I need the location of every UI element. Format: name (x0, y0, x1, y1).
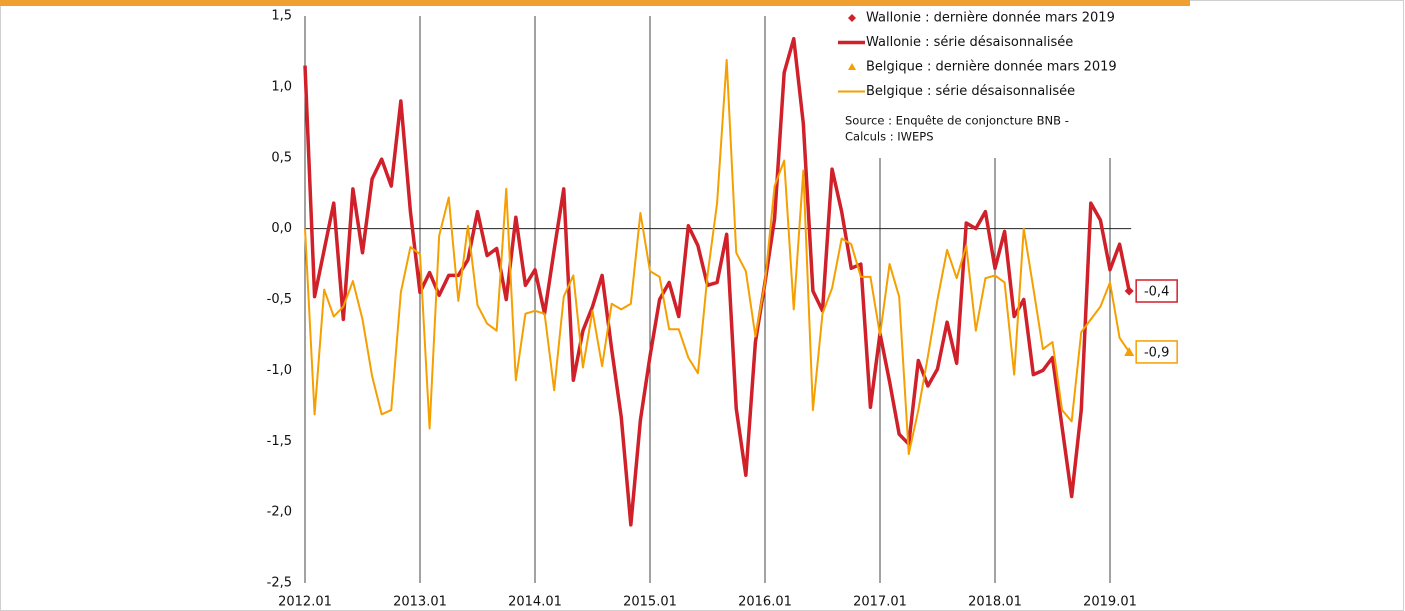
value-label-box (1135, 279, 1178, 303)
legend-symbol (848, 14, 856, 22)
value-label: -0,4 (1144, 284, 1169, 299)
x-tick-label: 2017.01 (853, 595, 907, 610)
y-tick-label: -1,5 (267, 434, 292, 449)
x-tick-label: 2013.01 (393, 595, 447, 610)
last-point (1124, 286, 1134, 296)
y-tick-label: -2,0 (267, 505, 292, 520)
y-tick-label: 0,5 (271, 150, 292, 165)
series-line (303, 36, 1131, 527)
x-tick-label: 2018.01 (968, 595, 1022, 610)
legend-symbol (848, 63, 856, 70)
series-line (304, 58, 1130, 456)
legend-label: Wallonie : série désaisonnalisée (866, 35, 1073, 50)
source-note: Source : Enquête de conjoncture BNB - (845, 114, 1069, 128)
x-tick-label: 2015.01 (623, 595, 677, 610)
x-tick-label: 2012.01 (278, 595, 332, 610)
value-label-box (1135, 340, 1178, 364)
y-tick-label: -1,0 (267, 363, 292, 378)
source-note: Calculs : IWEPS (845, 130, 934, 144)
x-tick-label: 2016.01 (738, 595, 792, 610)
legend-bg (832, 8, 1132, 158)
value-label: -0,9 (1144, 345, 1169, 360)
legend-label: Wallonie : dernière donnée mars 2019 (866, 11, 1115, 26)
last-point (1124, 346, 1135, 356)
top-band (0, 0, 1190, 6)
legend-label: Belgique : dernière donnée mars 2019 (866, 60, 1117, 75)
y-tick-label: -0,5 (267, 292, 292, 307)
y-tick-label: 0,0 (271, 221, 292, 236)
x-tick-label: 2014.01 (508, 595, 562, 610)
legend-label: Belgique : série désaisonnalisée (866, 84, 1075, 99)
y-tick-label: 1,0 (271, 79, 292, 94)
y-tick-label: 1,5 (271, 9, 292, 24)
x-tick-label: 2019.01 (1083, 595, 1137, 610)
y-tick-label: -2,5 (267, 576, 292, 591)
